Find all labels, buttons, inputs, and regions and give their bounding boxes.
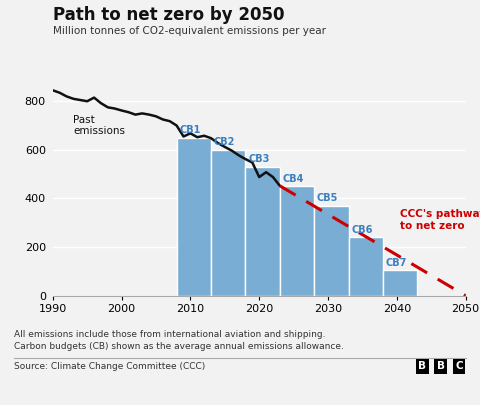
Text: Source: Climate Change Committee (CCC): Source: Climate Change Committee (CCC) <box>14 362 205 371</box>
Text: All emissions include those from international aviation and shipping.: All emissions include those from interna… <box>14 330 326 339</box>
Text: B: B <box>437 361 444 371</box>
Bar <box>348 237 383 296</box>
Text: CB1: CB1 <box>180 125 201 135</box>
Bar <box>280 186 314 296</box>
Bar <box>211 150 245 296</box>
Text: CB6: CB6 <box>351 225 373 235</box>
Text: Carbon budgets (CB) shown as the average annual emissions allowance.: Carbon budgets (CB) shown as the average… <box>14 342 344 351</box>
Text: CB2: CB2 <box>214 137 235 147</box>
Text: CB5: CB5 <box>317 193 338 203</box>
Text: CCC's pathway
to net zero: CCC's pathway to net zero <box>400 209 480 231</box>
Bar <box>245 167 280 296</box>
Text: CB3: CB3 <box>248 154 270 164</box>
Bar <box>314 206 348 296</box>
Text: C: C <box>455 361 463 371</box>
Bar <box>383 270 418 296</box>
Bar <box>177 138 211 296</box>
Text: CB4: CB4 <box>283 174 304 184</box>
Text: B: B <box>419 361 426 371</box>
Text: Path to net zero by 2050: Path to net zero by 2050 <box>53 6 284 24</box>
Text: Million tonnes of CO2-equivalent emissions per year: Million tonnes of CO2-equivalent emissio… <box>53 26 326 36</box>
Text: Past
emissions: Past emissions <box>73 115 125 136</box>
Text: CB7: CB7 <box>386 258 407 268</box>
